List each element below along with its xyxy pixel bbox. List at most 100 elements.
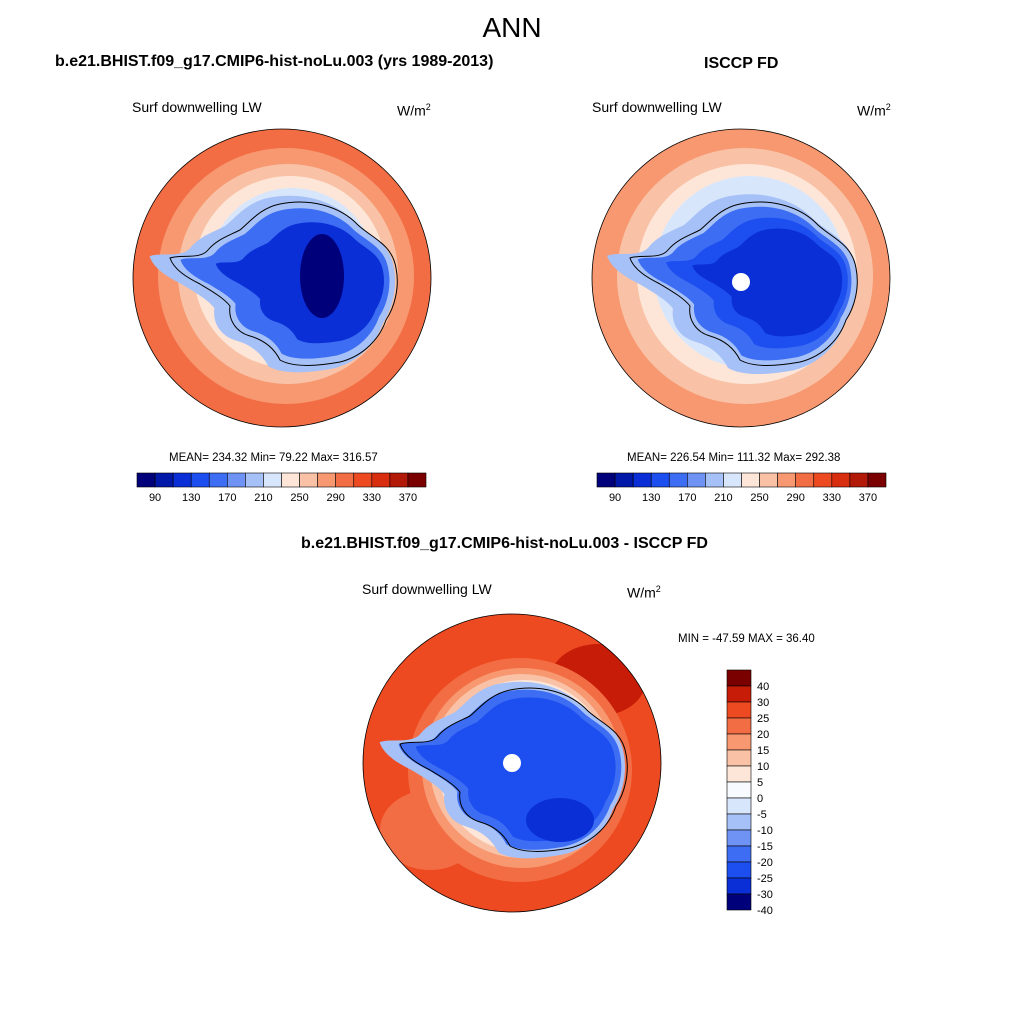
obs-colorbar-swatch <box>795 472 815 488</box>
obs-colorbar-swatch <box>614 472 634 488</box>
obs-colorbar-swatch <box>596 472 616 488</box>
obs-map-border <box>591 128 891 428</box>
obs-colorbar: 90 130 170 210 250 290 330 370 <box>596 472 887 504</box>
diff-colorbar-tick-label: -5 <box>757 809 767 821</box>
diff-colorbar-swatch <box>726 813 752 831</box>
model-colorbar-tick-label: 370 <box>399 492 417 504</box>
model-colorbar-swatch <box>281 472 300 488</box>
obs-colorbar-swatch <box>867 472 887 488</box>
model-polar-map <box>133 129 431 427</box>
model-colorbar-swatch <box>299 472 318 488</box>
obs-colorbar-tick-label: 250 <box>750 492 768 504</box>
obs-colorbar-swatch <box>831 472 851 488</box>
obs-colorbar-tick-label: 170 <box>678 492 696 504</box>
diff-colorbar-tick-label: 5 <box>757 777 763 789</box>
obs-colorbar-swatch <box>705 472 724 488</box>
diff-colorbar: 40 30 25 20 15 10 5 0 -5 -10 -15 -20 -25 -30 -40 <box>726 669 773 917</box>
obs-units-label: W/m2 <box>857 102 891 119</box>
diff-colorbar-swatch <box>726 749 752 767</box>
model-colorbar-swatch <box>154 472 174 488</box>
obs-colorbar-swatch <box>777 472 796 488</box>
diff-colorbar-swatch <box>726 861 752 879</box>
diff-colorbar-tick-label: -10 <box>757 825 773 837</box>
model-colorbar-swatch <box>136 472 156 488</box>
diff-colorbar-swatch <box>726 845 752 863</box>
diff-missing-pole <box>503 754 521 772</box>
obs-colorbar-swatch <box>632 472 652 488</box>
model-panel-title: b.e21.BHIST.f09_g17.CMIP6-hist-noLu.003 … <box>55 53 494 70</box>
obs-colorbar-tick-label: 210 <box>714 492 732 504</box>
diff-map-border <box>362 613 662 913</box>
diff-colorbar-swatch <box>726 717 752 735</box>
diff-colorbar-swatch <box>726 701 752 719</box>
model-colorbar-swatch <box>353 472 373 488</box>
model-colorbar-swatch <box>172 472 192 488</box>
diff-field-min-region <box>526 798 594 842</box>
obs-colorbar-tick-label: 330 <box>823 492 841 504</box>
diff-polar-map <box>363 614 661 912</box>
figure-title: ANN <box>482 12 542 43</box>
obs-colorbar-swatch <box>650 472 670 488</box>
diff-colorbar-tick-label: 40 <box>757 681 769 693</box>
diff-colorbar-tick-label: -30 <box>757 889 773 901</box>
model-colorbar-swatch <box>227 472 246 488</box>
model-colorbar-swatch <box>190 472 210 488</box>
obs-colorbar-tick-label: 130 <box>642 492 660 504</box>
obs-missing-pole <box>732 273 750 291</box>
model-variable-label: Surf downwelling LW <box>132 99 262 115</box>
model-colorbar-tick-label: 170 <box>218 492 236 504</box>
obs-colorbar-swatch <box>759 472 778 488</box>
obs-colorbar-swatch <box>741 472 760 488</box>
obs-colorbar-tick-label: 370 <box>859 492 877 504</box>
model-colorbar: 90 130 170 210 250 290 330 370 <box>136 472 427 504</box>
diff-variable-label: Surf downwelling LW <box>362 581 492 597</box>
model-colorbar-tick-label: 290 <box>327 492 345 504</box>
diff-colorbar-tick-label: 10 <box>757 761 769 773</box>
obs-panel-title: ISCCP FD <box>704 55 779 72</box>
model-colorbar-tick-label: 130 <box>182 492 200 504</box>
model-colorbar-tick-label: 210 <box>254 492 272 504</box>
model-units-label: W/m2 <box>397 102 431 119</box>
diff-colorbar-swatch <box>726 797 752 815</box>
model-colorbar-swatch <box>263 472 282 488</box>
obs-colorbar-swatch <box>687 472 706 488</box>
diff-colorbar-swatch <box>726 877 752 895</box>
model-field-minimum <box>300 234 344 318</box>
obs-colorbar-swatch <box>723 472 742 488</box>
diff-colorbar-tick-label: 25 <box>757 713 769 725</box>
diff-colorbar-tick-label: 0 <box>757 793 763 805</box>
diff-colorbar-tick-label: -15 <box>757 841 773 853</box>
diff-colorbar-swatch <box>726 781 752 799</box>
diff-colorbar-tick-label: -25 <box>757 873 773 885</box>
obs-colorbar-swatch <box>668 472 688 488</box>
model-colorbar-swatch <box>317 472 336 488</box>
model-colorbar-swatch <box>208 472 228 488</box>
obs-colorbar-swatch <box>813 472 833 488</box>
diff-colorbar-swatch <box>726 733 752 751</box>
obs-polar-map <box>592 129 890 427</box>
diff-colorbar-swatch <box>726 829 752 847</box>
model-colorbar-swatch <box>335 472 355 488</box>
model-colorbar-tick-label: 330 <box>363 492 381 504</box>
model-colorbar-swatch <box>371 472 391 488</box>
obs-colorbar-tick-label: 90 <box>609 492 621 504</box>
diff-colorbar-swatch <box>726 669 752 687</box>
diff-colorbar-swatch <box>726 893 752 911</box>
obs-stats: MEAN= 226.54 Min= 111.32 Max= 292.38 <box>627 452 841 464</box>
diff-colorbar-tick-label: 15 <box>757 745 769 757</box>
diff-colorbar-swatch <box>726 685 752 703</box>
obs-colorbar-swatch <box>849 472 869 488</box>
diff-colorbar-tick-label: -20 <box>757 857 773 869</box>
diff-colorbar-tick-label: -40 <box>757 905 773 917</box>
obs-colorbar-tick-label: 290 <box>787 492 805 504</box>
diff-colorbar-tick-label: 30 <box>757 697 769 709</box>
diff-panel-title: b.e21.BHIST.f09_g17.CMIP6-hist-noLu.003 … <box>301 535 708 552</box>
diff-colorbar-swatch <box>726 765 752 783</box>
model-stats: MEAN= 234.32 Min= 79.22 Max= 316.57 <box>169 452 378 464</box>
model-colorbar-swatch <box>245 472 264 488</box>
obs-variable-label: Surf downwelling LW <box>592 99 722 115</box>
model-map-border <box>132 128 432 428</box>
diff-units-label: W/m2 <box>627 584 661 601</box>
model-colorbar-tick-label: 90 <box>149 492 161 504</box>
